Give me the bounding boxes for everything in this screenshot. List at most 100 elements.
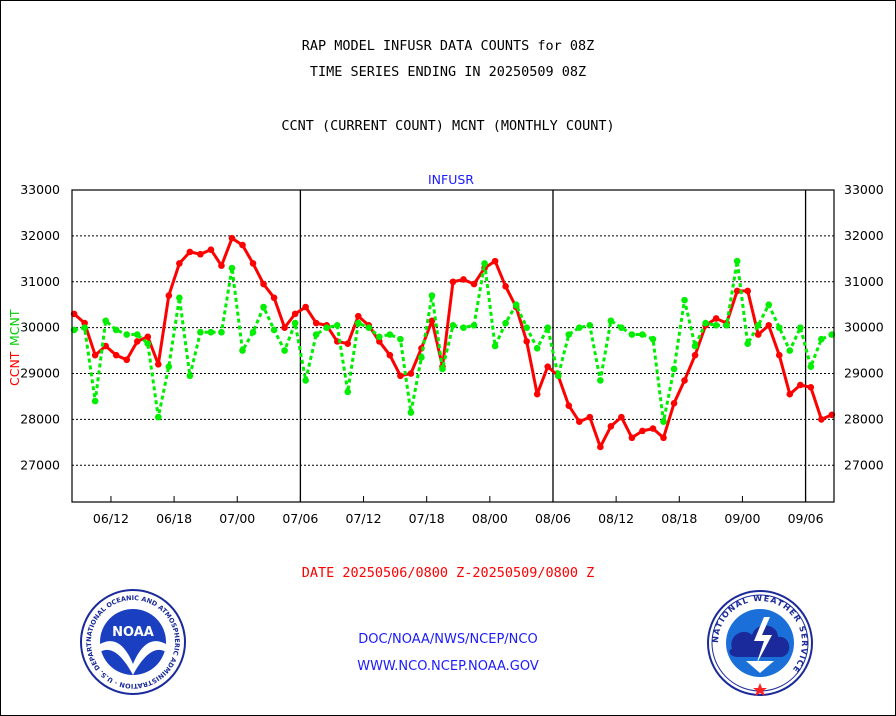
data-point-ccnt: [207, 246, 215, 253]
data-point-ccnt: [407, 370, 415, 377]
data-point-mcnt: [144, 340, 152, 348]
data-point-mcnt: [649, 335, 657, 343]
data-point-ccnt: [291, 310, 299, 318]
plot-title: INFUSR: [428, 172, 474, 187]
data-point-ccnt: [649, 425, 657, 432]
data-point-ccnt: [639, 427, 646, 435]
data-point-ccnt: [376, 338, 383, 345]
data-point-mcnt: [333, 322, 341, 329]
data-point-ccnt: [144, 333, 152, 341]
x-tick-label: 07/18: [409, 511, 445, 526]
y-tick-label-left: 32000: [20, 228, 60, 243]
data-point-mcnt: [239, 347, 246, 354]
date-range-label: DATE 20250506/0800 Z-20250509/0800 Z: [301, 565, 595, 581]
data-point-mcnt: [376, 333, 383, 341]
data-point-ccnt: [523, 338, 530, 345]
data-point-mcnt: [775, 324, 783, 331]
data-point-ccnt: [449, 278, 457, 286]
data-point-mcnt: [291, 319, 299, 327]
data-point-mcnt: [607, 317, 615, 325]
data-point-ccnt: [797, 381, 804, 389]
data-point-mcnt: [270, 326, 278, 334]
data-point-mcnt: [786, 347, 794, 354]
y-tick-label-left: 29000: [20, 366, 60, 381]
noaa-logo-text: NOAA: [112, 625, 154, 640]
series-mcnt: [70, 257, 836, 426]
data-point-ccnt: [533, 390, 541, 398]
data-point-ccnt: [597, 443, 604, 451]
data-point-ccnt: [112, 351, 120, 359]
x-tick-label: 07/12: [346, 511, 382, 526]
data-point-ccnt: [239, 241, 246, 249]
data-point-ccnt: [281, 324, 288, 331]
data-point-ccnt: [344, 340, 352, 348]
data-point-ccnt: [818, 416, 825, 423]
data-point-mcnt: [354, 319, 362, 327]
x-tick-label: 06/12: [93, 511, 129, 526]
data-point-mcnt: [491, 342, 499, 350]
data-point-mcnt: [344, 388, 352, 396]
data-point-mcnt: [723, 322, 730, 329]
data-point-ccnt: [681, 377, 688, 384]
data-point-mcnt: [155, 413, 162, 421]
data-point-mcnt: [176, 294, 183, 302]
data-point-mcnt: [660, 418, 667, 426]
data-point-ccnt: [502, 283, 509, 290]
noaa-logo: NATIONAL OCEANIC AND ATMOSPHERIC ADMINIS…: [80, 589, 186, 695]
doc-noaa-link[interactable]: DOC/NOAA/NWS/NCEP/NCO: [358, 632, 538, 647]
data-point-ccnt: [544, 363, 552, 370]
x-tick-label: 08/12: [598, 511, 634, 526]
nco-website-link[interactable]: WWW.NCO.NCEP.NOAA.GOV: [357, 659, 539, 674]
y-tick-label-left: 27000: [20, 457, 60, 472]
data-point-mcnt: [502, 319, 509, 327]
grid-layer: [72, 190, 834, 502]
data-point-mcnt: [249, 328, 257, 336]
data-point-ccnt: [586, 413, 594, 421]
data-point-ccnt: [628, 434, 636, 442]
data-point-ccnt: [91, 351, 99, 359]
data-point-mcnt: [365, 324, 373, 331]
data-point-ccnt: [81, 319, 88, 327]
data-point-ccnt: [765, 322, 773, 329]
y-axis-label-ccnt: CCNT: [7, 351, 22, 386]
data-point-mcnt: [691, 342, 699, 350]
y-axis-label-mcnt: MCNT: [7, 309, 22, 346]
data-point-ccnt: [218, 262, 225, 270]
data-point-mcnt: [807, 363, 815, 370]
chart-title-line1: RAP MODEL INFUSR DATA COUNTS for 08Z: [301, 38, 595, 54]
data-point-mcnt: [91, 397, 99, 405]
x-tick-label: 07/00: [219, 511, 255, 526]
y-tick-label-left: 33000: [20, 182, 60, 197]
data-point-mcnt: [386, 331, 394, 338]
data-point-ccnt: [249, 260, 257, 267]
data-point-ccnt: [228, 234, 236, 242]
data-point-ccnt: [744, 287, 751, 295]
data-point-mcnt: [470, 322, 478, 329]
data-point-ccnt: [618, 413, 625, 421]
x-tick-label: 06/18: [156, 511, 192, 526]
data-point-mcnt: [418, 354, 425, 361]
data-point-mcnt: [186, 372, 194, 380]
data-point-ccnt: [807, 383, 815, 391]
data-point-mcnt: [670, 365, 678, 373]
data-point-mcnt: [744, 340, 751, 348]
data-point-mcnt: [639, 331, 646, 338]
data-point-ccnt: [386, 351, 394, 359]
data-point-ccnt: [491, 257, 499, 265]
data-point-mcnt: [712, 322, 720, 329]
data-point-ccnt: [733, 287, 741, 295]
axis-layer: 27000 27000 28000 28000 29000 29000 30000 30000…: [20, 182, 884, 526]
data-point-mcnt: [260, 303, 267, 311]
data-point-mcnt: [123, 331, 131, 338]
data-point-mcnt: [102, 317, 109, 325]
data-point-ccnt: [428, 317, 436, 325]
data-point-ccnt: [712, 315, 720, 322]
data-point-mcnt: [407, 409, 415, 416]
data-point-ccnt: [312, 319, 320, 327]
data-point-ccnt: [670, 400, 678, 407]
data-point-ccnt: [123, 356, 131, 364]
data-point-mcnt: [460, 324, 467, 331]
data-point-mcnt: [323, 324, 331, 331]
chart-title-line3: CCNT (CURRENT COUNT) MCNT (MONTHLY COUNT…: [281, 118, 615, 134]
